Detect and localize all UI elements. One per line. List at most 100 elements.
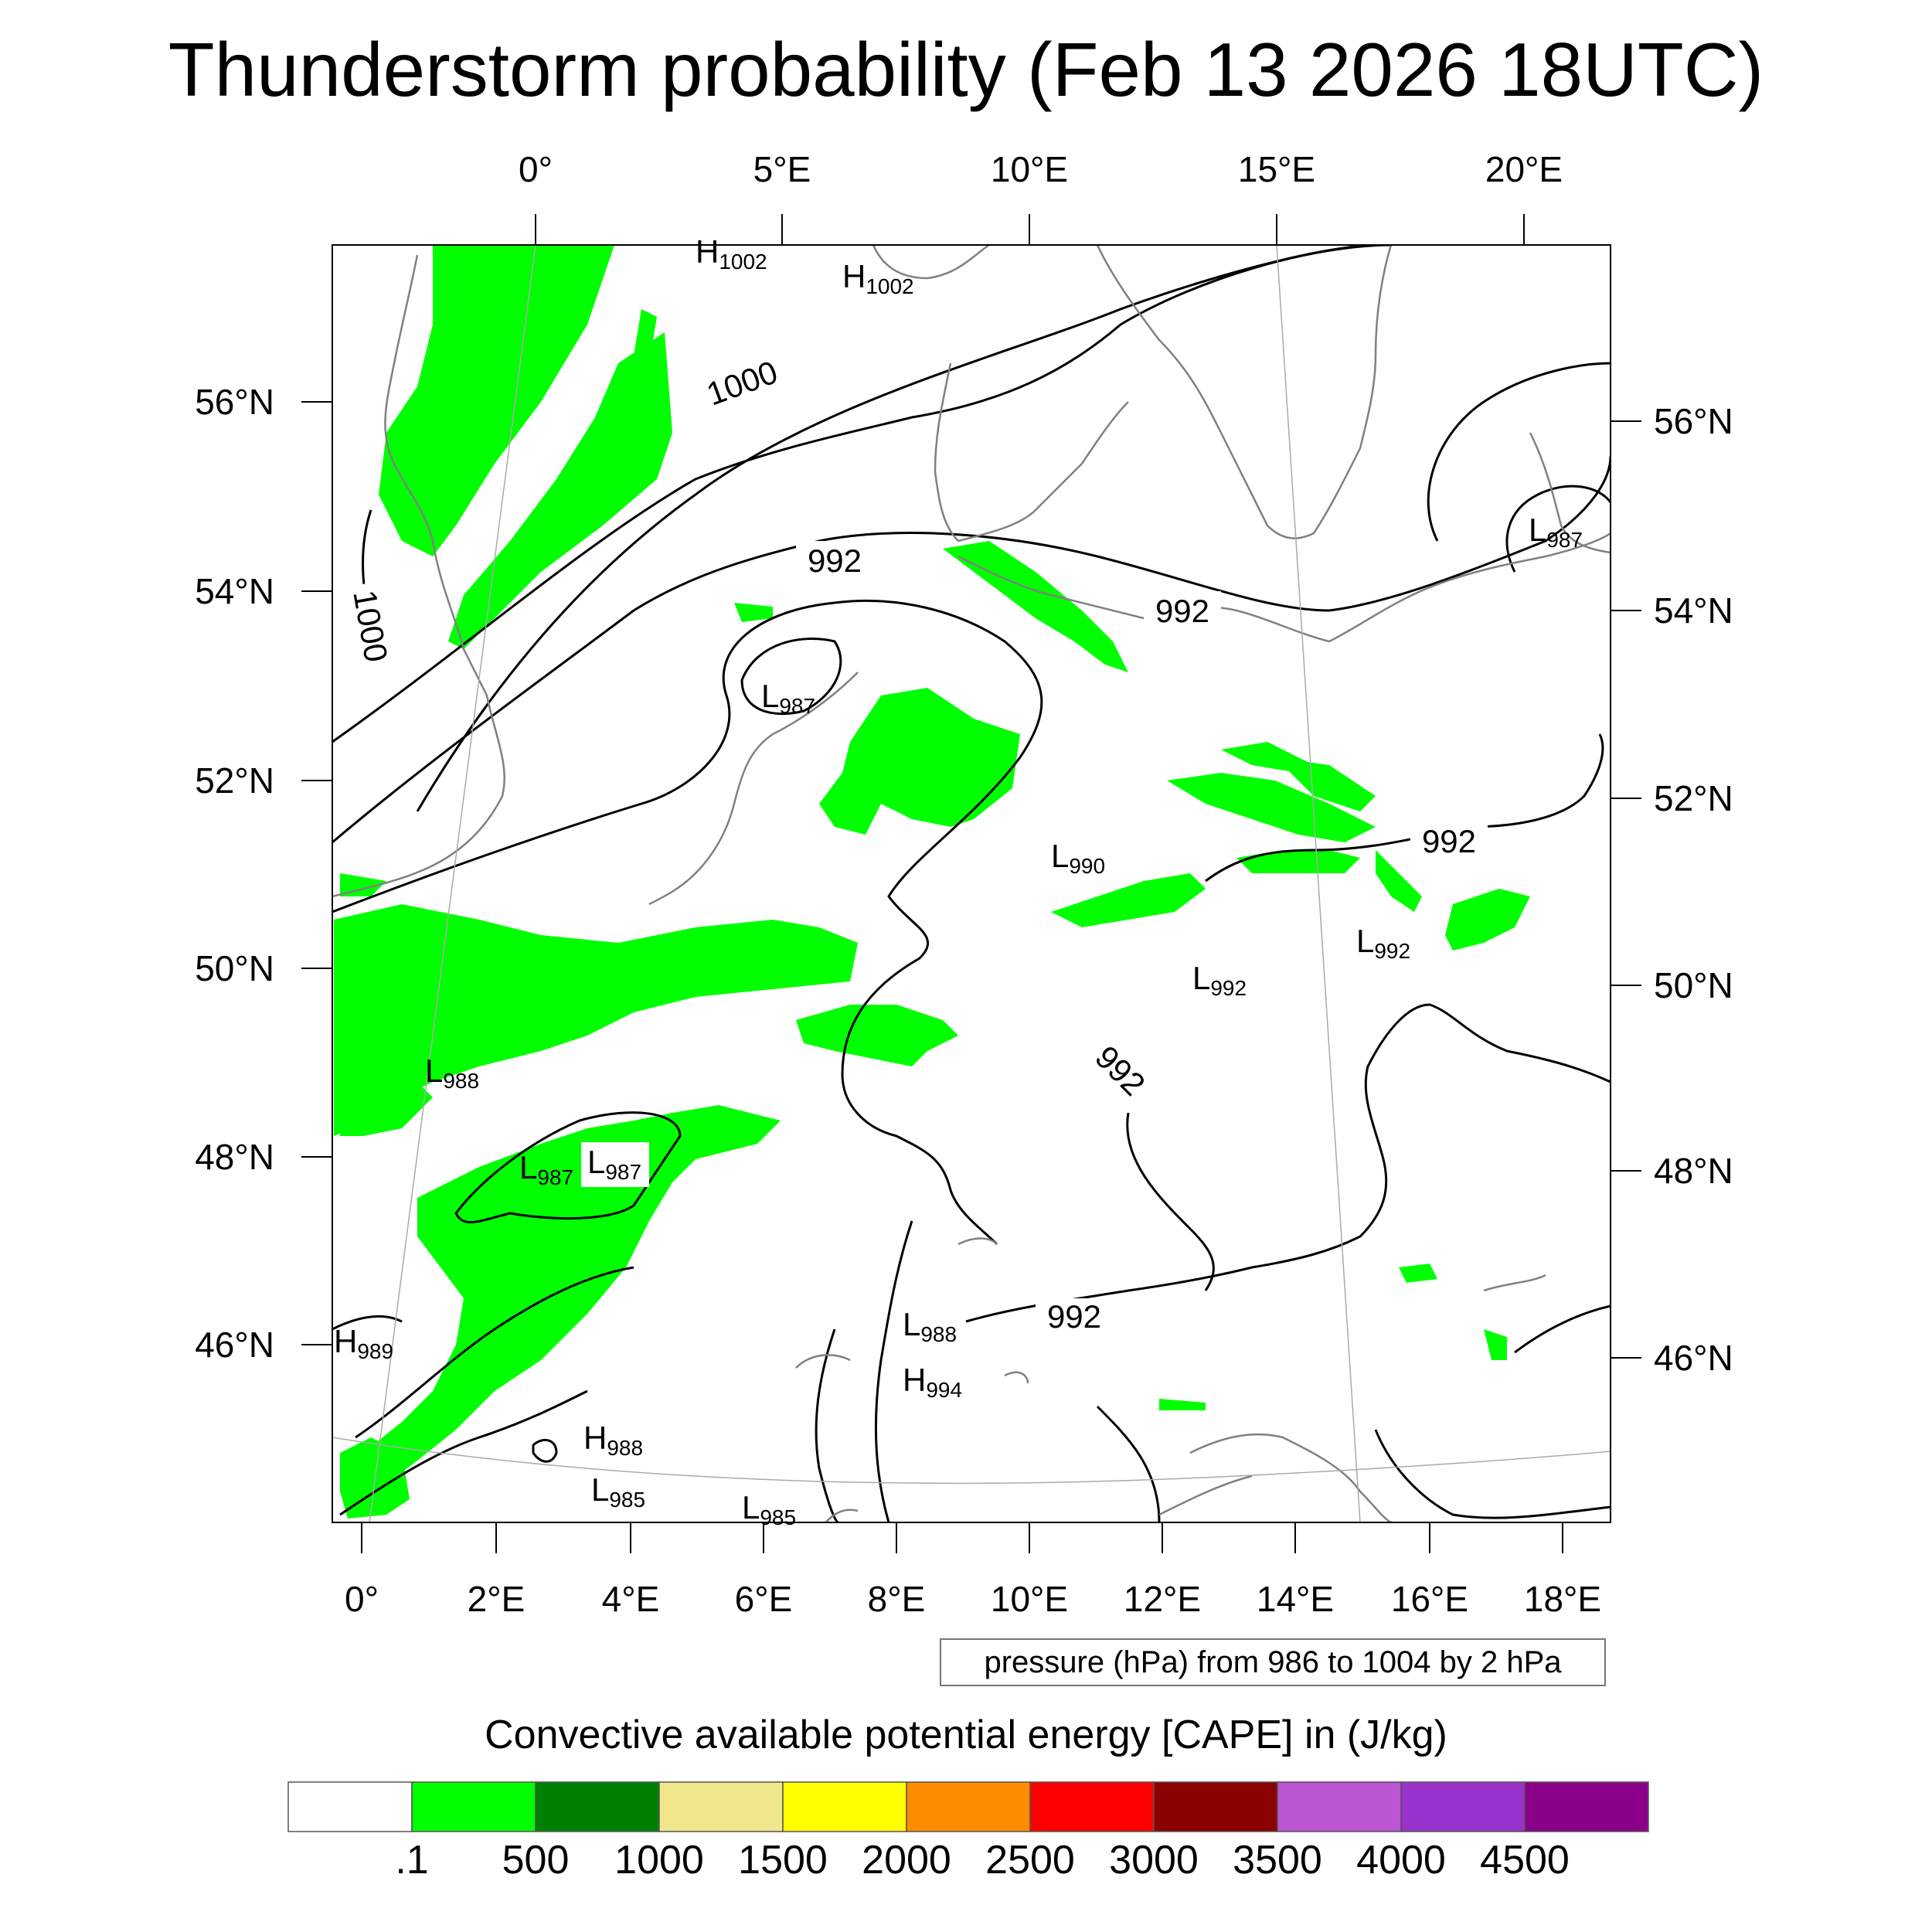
coast-italy-north [1158,1475,1253,1516]
colorbar-label: .1 [395,1838,429,1883]
coast-sweden [1096,245,1393,539]
contour-label-1000-west: 1000 [346,587,395,665]
top-label-5e: 5°E [753,149,811,189]
right-axis-labels: 56°N 54°N 52°N 50°N 48°N 46°N [1654,401,1733,1378]
axis-ticks [301,214,1641,1553]
colorbar-label: 3000 [1109,1838,1199,1883]
top-axis-labels: 0° 5°E 10°E 15°E 20°E [519,149,1563,189]
right-label-48n: 48°N [1654,1151,1733,1191]
cape-area-north-sea [379,245,614,556]
right-label-56n: 56°N [1654,401,1733,441]
coast-adriatic [1189,1433,1392,1522]
coast-poland [1328,532,1611,643]
meridian-0 [369,245,536,1522]
graticule [332,245,1611,1522]
cape-area-slovakia [1376,850,1422,912]
contour-label-992-a: 992 [808,543,862,579]
isobar-988-south [355,1266,634,1439]
contour-info-box: pressure (hPa) from 986 to 1004 by 2 hPa [940,1638,1606,1686]
top-label-0: 0° [519,149,553,189]
colorbar-swatch [1029,1781,1155,1832]
colorbar-label: 2500 [985,1838,1075,1883]
isobar-sw-ring [532,1438,558,1463]
colorbar-label: 1000 [614,1838,704,1883]
isobar-987-ring [454,1111,682,1224]
colorbar-swatch [1277,1781,1402,1832]
cape-area-north-sea-3 [634,309,657,363]
isobar-992-south [965,1003,1611,1323]
right-label-46n: 46°N [1654,1338,1733,1378]
center-h-988: H988 [583,1420,643,1460]
plot-frame [332,244,1611,1523]
bottom-label-8e: 8°E [868,1579,926,1619]
colorbar [287,1781,1649,1832]
colorbar-label: 500 [502,1838,570,1883]
colorbar-swatch [658,1781,784,1832]
cape-area-netherlands-small [734,603,773,622]
colorbar-swatch [1400,1781,1526,1832]
left-label-52n: 52°N [195,760,274,801]
cape-area-poland-3 [1275,757,1376,811]
left-axis-labels: 56°N 54°N 52°N 50°N 48°N 46°N [195,382,274,1365]
center-l-987-b: L987 [587,1144,641,1184]
cape-shading [334,245,1530,1519]
cape-area-poland [1167,773,1376,842]
center-h-989: H989 [334,1323,393,1363]
cape-area-czech [1236,850,1360,873]
left-label-50n: 50°N [195,948,274,988]
bottom-label-2e: 2°E [468,1579,526,1619]
bottom-label-0: 0° [345,1579,379,1619]
center-l-988-france: L988 [425,1053,479,1093]
cape-area-benelux [819,688,1020,835]
center-l-985-a: L985 [591,1471,645,1512]
top-label-10e: 10°E [991,149,1068,189]
isobar-987-east-inner [1505,485,1611,573]
center-h-1002-a: H1002 [696,233,767,274]
contour-label-992-e: 992 [1047,1298,1101,1335]
center-h-994: H994 [903,1362,962,1402]
center-l-990: L990 [1051,838,1105,878]
isobar-988-ring [740,638,842,716]
bottom-label-16e: 16°E [1391,1579,1468,1619]
isobar-1002 [1514,1304,1611,1354]
colorbar-label: 1500 [738,1838,828,1883]
coast-norway [872,245,990,280]
isobar-992-main [332,599,1043,1246]
center-l-988-alps: L988 [903,1306,957,1346]
bottom-label-18e: 18°E [1524,1579,1601,1619]
colorbar-swatch [782,1781,907,1832]
center-l-992-mid: L992 [1192,960,1247,1000]
cape-area-slovakia-2 [1445,889,1530,951]
legend-title: Convective available potential energy [C… [485,1713,1447,1757]
cape-area-belgium [796,1005,958,1066]
center-l-987-a: L987 [519,1149,573,1189]
center-l-992-east: L992 [1356,923,1410,963]
left-label-46n: 46°N [195,1325,274,1365]
parallel-45n [332,1437,1611,1485]
bottom-label-10e: 10°E [991,1579,1068,1619]
coast-netherlands [648,672,859,906]
isobar-988 [815,1328,839,1522]
coast-gulf [795,1354,851,1369]
coast-britain-east [332,254,505,898]
bottom-label-6e: 6°E [735,1579,793,1619]
right-label-54n: 54°N [1654,590,1733,631]
cape-area-germany-east [1051,873,1206,927]
cape-area-north-sea-2 [448,332,672,649]
pressure-centers: H1002 H1002 L987 L987 L990 L992 L992 L98… [334,233,1583,1529]
cape-area-france-north-2 [340,1066,433,1136]
coast-denmark [934,362,1129,543]
coastlines [332,245,1611,1522]
isobar-1000-north [416,245,1376,812]
isobar-996 [332,245,1392,743]
cape-area-alps [1159,1399,1206,1410]
colorbar-label: 3500 [1233,1838,1322,1883]
bottom-label-14e: 14°E [1257,1579,1334,1619]
isobar-986 [1096,1405,1161,1522]
coast-baltic-east [1529,432,1611,554]
coast-croatia [1483,1274,1546,1292]
isobar-990 [874,1220,913,1522]
colorbar-swatch [535,1781,660,1832]
center-l-985-b: L985 [742,1489,796,1529]
